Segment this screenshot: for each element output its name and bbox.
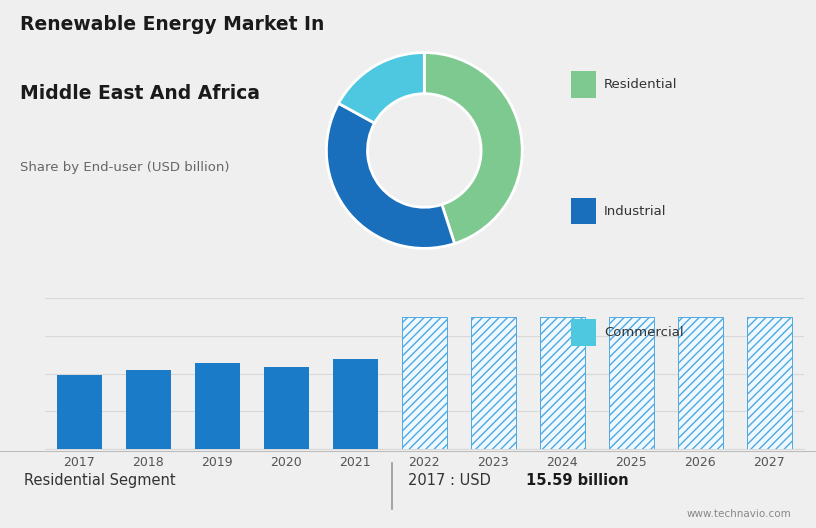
Text: Renewable Energy Market In: Renewable Energy Market In (20, 15, 325, 34)
Text: 15.59 billion: 15.59 billion (526, 473, 629, 488)
Text: Middle East And Africa: Middle East And Africa (20, 83, 260, 102)
Text: www.technavio.com: www.technavio.com (687, 509, 792, 519)
Text: Residential Segment: Residential Segment (24, 473, 176, 488)
Bar (402, 317, 446, 449)
Bar (471, 317, 516, 449)
Text: Share by End-user (USD billion): Share by End-user (USD billion) (20, 161, 230, 174)
Wedge shape (339, 53, 424, 123)
Wedge shape (424, 53, 522, 243)
Text: 2017 : USD: 2017 : USD (408, 473, 495, 488)
Bar (333, 359, 378, 449)
Bar (195, 363, 240, 449)
Bar (540, 317, 585, 449)
Bar (678, 317, 723, 449)
Text: Commercial: Commercial (604, 326, 684, 339)
Bar (747, 317, 792, 449)
Bar (126, 370, 171, 449)
Bar (609, 317, 654, 449)
Wedge shape (326, 103, 455, 248)
Bar (264, 366, 308, 449)
Text: Residential: Residential (604, 78, 677, 91)
Text: Industrial: Industrial (604, 205, 667, 218)
Bar (57, 375, 102, 449)
